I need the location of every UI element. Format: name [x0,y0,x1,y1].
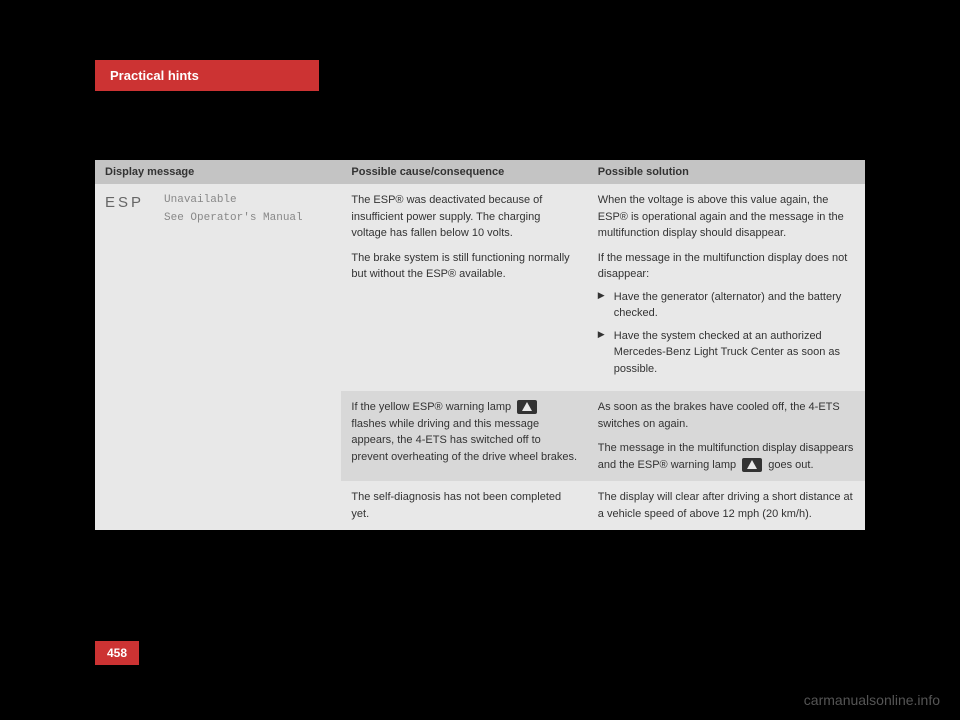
display-cell: ESP Unavailable See Operator's Manual [95,184,341,530]
watermark: carmanualsonline.info [804,692,940,708]
esp-label: ESP [105,192,144,227]
table-row: ESP Unavailable See Operator's Manual Th… [95,184,865,391]
section-tab: Practical hints [95,60,319,91]
solution-cell: When the voltage is above this value aga… [588,184,865,391]
cause-text-pre: If the yellow ESP® warning lamp [351,401,514,413]
header-cause: Possible cause/consequence [341,160,587,184]
warning-triangle-icon [517,400,537,414]
cause-text-post: flashes while driving and this message a… [351,418,577,463]
cause-cell: The ESP® was deactivated because of insu… [341,184,587,391]
solution-p1: When the voltage is above this value aga… [598,192,855,242]
cause-cell: The self-diagnosis has not been complete… [341,481,587,530]
cause-cell: If the yellow ESP® warning lamp flashes … [341,391,587,481]
solution-bullet: Have the system checked at an authorized… [598,328,855,378]
header-display: Display message [95,160,341,184]
header-solution: Possible solution [588,160,865,184]
solution-p1: As soon as the brakes have cooled off, t… [598,399,855,432]
solution-bullet: Have the generator (alternator) and the … [598,289,855,322]
solution-text-post: goes out. [765,459,813,471]
cause-p1: The ESP® was deactivated because of insu… [351,192,577,242]
cause-p2: The brake system is still functioning no… [351,250,577,283]
page-number: 458 [95,641,139,665]
solution-cell: The display will clear after driving a s… [588,481,865,530]
display-line2: See Operator's Manual [164,210,303,228]
solution-p2: If the message in the multifunction disp… [598,250,855,283]
solution-text-pre: The message in the multifunction display… [598,442,854,471]
display-line1: Unavailable [164,192,303,210]
warning-triangle-icon [742,458,762,472]
solution-cell: As soon as the brakes have cooled off, t… [588,391,865,481]
diagnostic-table: Display message Possible cause/consequen… [95,160,865,530]
